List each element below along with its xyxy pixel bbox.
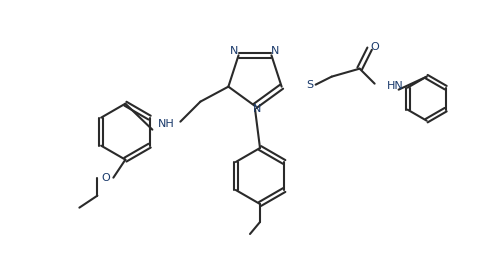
Text: O: O xyxy=(101,173,110,183)
Text: O: O xyxy=(370,42,379,52)
Text: NH: NH xyxy=(158,119,174,129)
Text: N: N xyxy=(230,46,238,56)
Text: S: S xyxy=(306,80,313,90)
Text: HN: HN xyxy=(386,81,404,91)
Text: N: N xyxy=(272,46,280,56)
Text: N: N xyxy=(253,104,261,114)
